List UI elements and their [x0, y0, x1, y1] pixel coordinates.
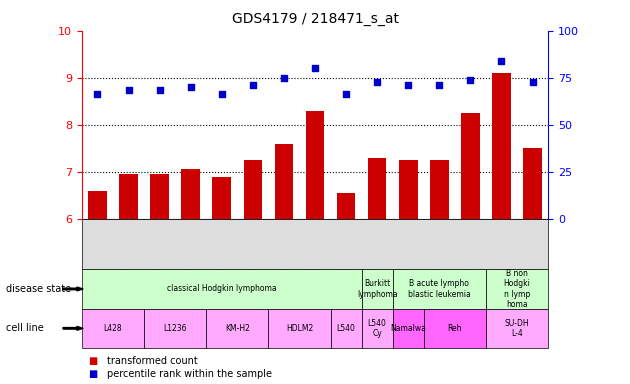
- Point: [527, 79, 537, 86]
- Point: [403, 82, 413, 88]
- Bar: [492, 73, 511, 219]
- Text: KM-H2: KM-H2: [225, 324, 249, 333]
- Text: classical Hodgkin lymphoma: classical Hodgkin lymphoma: [167, 285, 277, 293]
- Text: ■: ■: [88, 356, 98, 366]
- Text: L540
Cy: L540 Cy: [368, 319, 387, 338]
- Point: [248, 82, 258, 88]
- Bar: [181, 169, 200, 219]
- Text: Namalwa: Namalwa: [391, 324, 426, 333]
- Bar: [306, 111, 324, 219]
- Point: [217, 91, 227, 97]
- Text: B acute lympho
blastic leukemia: B acute lympho blastic leukemia: [408, 279, 471, 299]
- Text: B non
Hodgki
n lymp
homa: B non Hodgki n lymp homa: [503, 269, 530, 309]
- Point: [279, 74, 289, 81]
- Bar: [430, 160, 449, 219]
- Point: [496, 58, 507, 65]
- Point: [93, 91, 103, 97]
- Bar: [337, 193, 355, 219]
- Bar: [275, 144, 293, 219]
- Bar: [368, 158, 386, 219]
- Text: Burkitt
lymphoma: Burkitt lymphoma: [357, 279, 398, 299]
- Point: [310, 65, 320, 71]
- Point: [434, 82, 444, 88]
- Bar: [524, 148, 542, 219]
- Text: L428: L428: [104, 324, 122, 333]
- Text: HDLM2: HDLM2: [286, 324, 313, 333]
- Text: cell line: cell line: [6, 323, 44, 333]
- Text: transformed count: transformed count: [107, 356, 198, 366]
- Point: [186, 84, 196, 90]
- Text: disease state: disease state: [6, 284, 71, 294]
- Bar: [119, 174, 138, 219]
- Text: ■: ■: [88, 369, 98, 379]
- Point: [341, 91, 351, 97]
- Text: GDS4179 / 218471_s_at: GDS4179 / 218471_s_at: [231, 12, 399, 25]
- Bar: [151, 174, 169, 219]
- Bar: [244, 160, 262, 219]
- Point: [466, 77, 476, 83]
- Text: percentile rank within the sample: percentile rank within the sample: [107, 369, 272, 379]
- Point: [372, 79, 382, 86]
- Bar: [461, 113, 479, 219]
- Text: L540: L540: [336, 324, 355, 333]
- Bar: [399, 160, 418, 219]
- Text: SU-DH
L-4: SU-DH L-4: [505, 319, 529, 338]
- Point: [123, 86, 134, 93]
- Bar: [212, 177, 231, 219]
- Bar: [88, 191, 106, 219]
- Text: L1236: L1236: [163, 324, 187, 333]
- Point: [154, 86, 164, 93]
- Text: Reh: Reh: [447, 324, 462, 333]
